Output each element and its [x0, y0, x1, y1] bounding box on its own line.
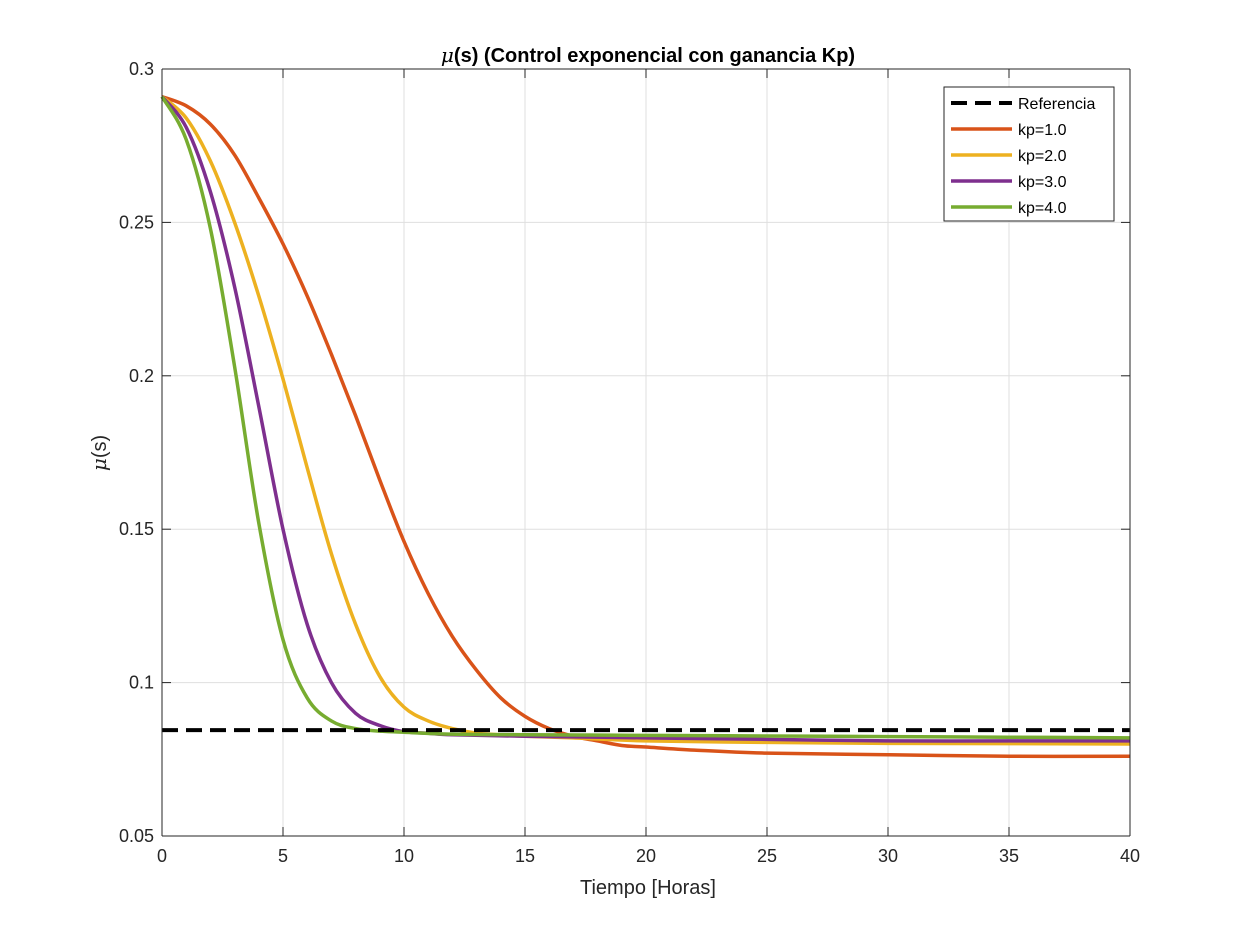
legend: Referencia kp=1.0 kp=2.0 kp=3.0 kp=4.0	[943, 86, 1115, 222]
chart-title: μ(s) (Control exponencial con ganancia K…	[441, 43, 855, 67]
y-axis-title-text: (s)	[89, 435, 111, 458]
y-tick-label: 0.2	[129, 366, 154, 386]
y-tick-label: 0.25	[119, 212, 154, 232]
legend-label: kp=4.0	[1018, 200, 1067, 217]
y-tick-label: 0.05	[119, 826, 154, 846]
ticks: 0 5 10 15 20 25 30 35 40 0.05 0.1 0.15 0.2 0.25 0.3	[119, 59, 1140, 866]
y-tick-label: 0.1	[129, 673, 154, 693]
grid	[161, 68, 1131, 837]
legend-label: kp=1.0	[1018, 122, 1067, 139]
x-tick-label: 0	[157, 846, 167, 866]
x-tick-label: 20	[636, 846, 656, 866]
legend-label: kp=3.0	[1018, 174, 1067, 191]
x-tick-label: 30	[878, 846, 898, 866]
series-line-kp-1-0	[161, 94, 1131, 759]
chart-title-symbol: μ	[441, 43, 454, 67]
legend-label: kp=2.0	[1018, 148, 1067, 165]
series-layer	[160, 94, 1131, 759]
x-tick-label: 15	[515, 846, 535, 866]
x-tick-label: 25	[757, 846, 777, 866]
x-axis-title: Tiempo [Horas]	[580, 877, 716, 899]
y-tick-label: 0.3	[129, 59, 154, 79]
y-axis-title-symbol: μ	[87, 458, 111, 471]
series-line-kp-3-0	[160, 95, 1130, 743]
x-tick-label: 5	[278, 846, 288, 866]
legend-label: Referencia	[1018, 96, 1095, 113]
x-tick-label: 35	[999, 846, 1019, 866]
x-tick-label: 10	[394, 846, 414, 866]
x-tick-label: 40	[1120, 846, 1140, 866]
y-axis-title: μ(s)	[87, 435, 111, 471]
chart-title-text: (s) (Control exponencial con ganancia Kp…	[454, 45, 855, 67]
series-line-kp-2-0	[160, 95, 1131, 746]
y-tick-label: 0.15	[119, 519, 154, 539]
